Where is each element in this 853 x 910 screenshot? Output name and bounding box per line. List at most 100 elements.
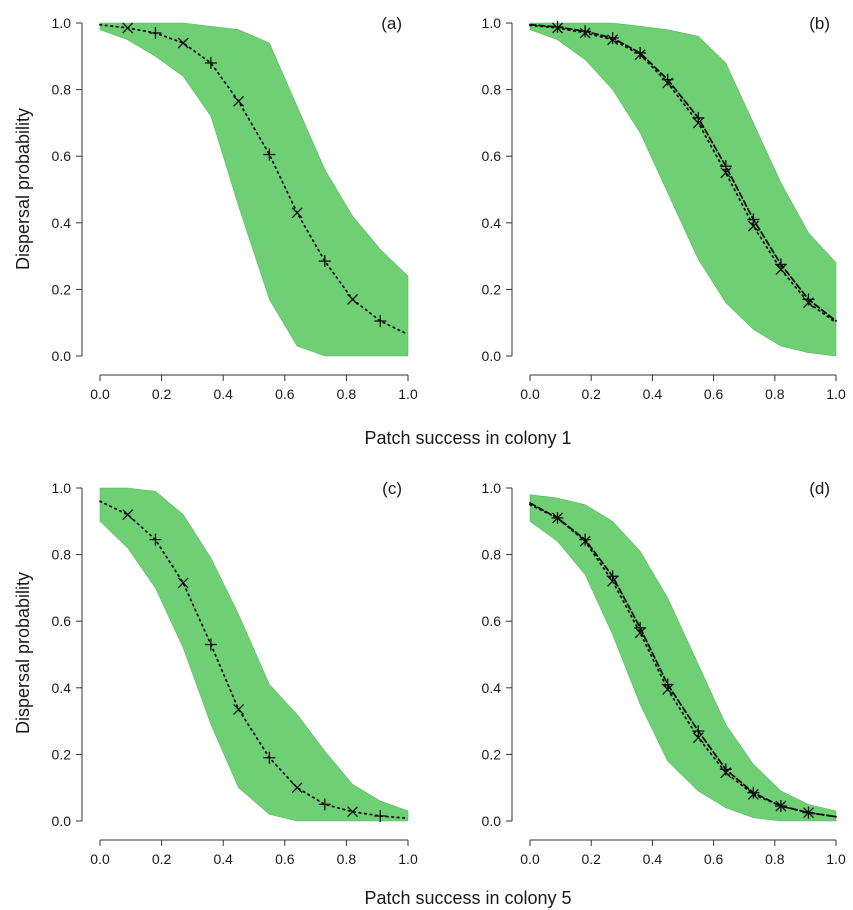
panel-label: (a) bbox=[381, 14, 402, 33]
marker-plus bbox=[204, 638, 217, 651]
marker-plus bbox=[661, 73, 674, 86]
marker-plus bbox=[149, 533, 162, 546]
x-tick-label: 0.2 bbox=[581, 386, 601, 402]
marker-x bbox=[347, 806, 359, 818]
marker-plus bbox=[374, 315, 387, 328]
x-tick-label: 0.4 bbox=[213, 851, 233, 867]
y-tick-label: 0.2 bbox=[482, 281, 502, 297]
series-line bbox=[99, 23, 409, 336]
y-tick-label: 1.0 bbox=[52, 480, 72, 496]
marker-plus bbox=[551, 20, 564, 33]
marker-stroke bbox=[122, 22, 134, 34]
confidence-band bbox=[99, 487, 409, 822]
y-tick-label: 0.6 bbox=[52, 613, 72, 629]
marker-x bbox=[177, 37, 189, 49]
panel-label: (c) bbox=[382, 479, 402, 498]
marker-plus bbox=[374, 810, 387, 823]
panel-b: 0.0 0.2 0.4 0.6 0.8 1.0 0.0 0.2 0.4 0.6 0.8 1.0 (b) bbox=[482, 14, 846, 402]
x-tick-label: 0.6 bbox=[275, 386, 295, 402]
marker-x bbox=[291, 782, 303, 794]
marker-plus bbox=[719, 763, 732, 776]
marker-stroke bbox=[720, 167, 732, 179]
marker-plus bbox=[634, 46, 647, 59]
marker-stroke bbox=[747, 220, 759, 232]
marker-plus bbox=[802, 806, 815, 819]
confidence-band bbox=[529, 22, 837, 357]
y-tick-label: 0.6 bbox=[52, 148, 72, 164]
marker-plus bbox=[719, 160, 732, 173]
panel-d: 0.0 0.2 0.4 0.6 0.8 1.0 0.0 0.2 0.4 0.6 0.8 1.0 (d) bbox=[482, 479, 846, 867]
marker-plus bbox=[204, 56, 217, 69]
marker-stroke bbox=[233, 703, 245, 715]
marker-x bbox=[233, 95, 245, 107]
marker-x bbox=[720, 167, 732, 179]
y-tick-label: 1.0 bbox=[482, 15, 502, 31]
x-tick-label: 1.0 bbox=[398, 386, 418, 402]
y-tick-label: 0.0 bbox=[482, 348, 502, 364]
x-tick-label: 0.8 bbox=[337, 851, 357, 867]
marker-plus bbox=[692, 111, 705, 124]
y-tick-label: 1.0 bbox=[52, 15, 72, 31]
x-tick-label: 0.8 bbox=[337, 386, 357, 402]
marker-plus bbox=[774, 800, 787, 813]
marker-x bbox=[177, 577, 189, 589]
series-line bbox=[529, 24, 837, 324]
panel-label: (b) bbox=[809, 14, 830, 33]
x-tick-label: 0.6 bbox=[704, 851, 724, 867]
panel-c: 0.0 0.2 0.4 0.6 0.8 1.0 0.0 0.2 0.4 0.6 0.8 1.0 (c) bbox=[52, 479, 418, 867]
marker-stroke bbox=[291, 207, 303, 219]
panel-a: 0.0 0.2 0.4 0.6 0.8 1.0 0.0 0.2 0.4 0.6 0.8 1.0 (a) bbox=[52, 14, 418, 402]
marker-x bbox=[122, 509, 134, 521]
y-tick-label: 1.0 bbox=[482, 480, 502, 496]
y-tick-label: 0.0 bbox=[52, 348, 72, 364]
y-tick-label: 0.8 bbox=[482, 547, 502, 563]
marker-plus bbox=[747, 213, 760, 226]
x-tick-label: 0.8 bbox=[765, 851, 785, 867]
marker-plus bbox=[579, 533, 592, 546]
marker-stroke bbox=[291, 782, 303, 794]
x-axis-title-bottom: Patch success in colony 5 bbox=[364, 888, 571, 908]
x-tick-label: 0.4 bbox=[213, 386, 233, 402]
marker-plus bbox=[551, 511, 564, 524]
marker-stroke bbox=[177, 577, 189, 589]
series-line bbox=[99, 500, 409, 820]
marker-x bbox=[347, 293, 359, 305]
y-axis-title-top: Dispersal probability bbox=[13, 108, 33, 270]
x-tick-label: 1.0 bbox=[398, 851, 418, 867]
panels: 0.0 0.2 0.4 0.6 0.8 1.0 0.0 0.2 0.4 0.6 0.8 1.0 (a) 0… bbox=[52, 14, 846, 867]
y-tick-label: 0.4 bbox=[482, 680, 502, 696]
series-line bbox=[529, 23, 837, 322]
y-tick-label: 0.0 bbox=[482, 813, 502, 829]
x-tick-label: 0.0 bbox=[520, 851, 540, 867]
y-tick-label: 0.8 bbox=[52, 82, 72, 98]
marker-plus bbox=[802, 293, 815, 306]
marker-x bbox=[122, 22, 134, 34]
y-tick-label: 0.6 bbox=[482, 613, 502, 629]
marker-x bbox=[291, 207, 303, 219]
x-tick-label: 0.0 bbox=[520, 386, 540, 402]
marker-plus bbox=[318, 798, 331, 811]
marker-x bbox=[233, 703, 245, 715]
marker-stroke bbox=[347, 293, 359, 305]
confidence-band bbox=[99, 22, 409, 357]
y-tick-label: 0.2 bbox=[482, 746, 502, 762]
x-tick-label: 0.2 bbox=[581, 851, 601, 867]
marker-plus bbox=[263, 751, 276, 764]
marker-plus bbox=[149, 26, 162, 39]
series-line bbox=[529, 502, 837, 818]
marker-stroke bbox=[233, 95, 245, 107]
x-tick-label: 1.0 bbox=[826, 851, 846, 867]
x-tick-label: 0.2 bbox=[152, 386, 172, 402]
y-tick-label: 0.4 bbox=[52, 680, 72, 696]
marker-plus bbox=[747, 786, 760, 799]
y-tick-label: 0.2 bbox=[52, 746, 72, 762]
x-tick-label: 0.0 bbox=[90, 851, 110, 867]
panel-label: (d) bbox=[809, 479, 830, 498]
marker-plus bbox=[606, 31, 619, 44]
x-tick-label: 0.6 bbox=[275, 851, 295, 867]
y-tick-label: 0.8 bbox=[52, 547, 72, 563]
marker-plus bbox=[606, 570, 619, 583]
y-axis-title-bottom: Dispersal probability bbox=[13, 572, 33, 734]
y-tick-label: 0.6 bbox=[482, 148, 502, 164]
